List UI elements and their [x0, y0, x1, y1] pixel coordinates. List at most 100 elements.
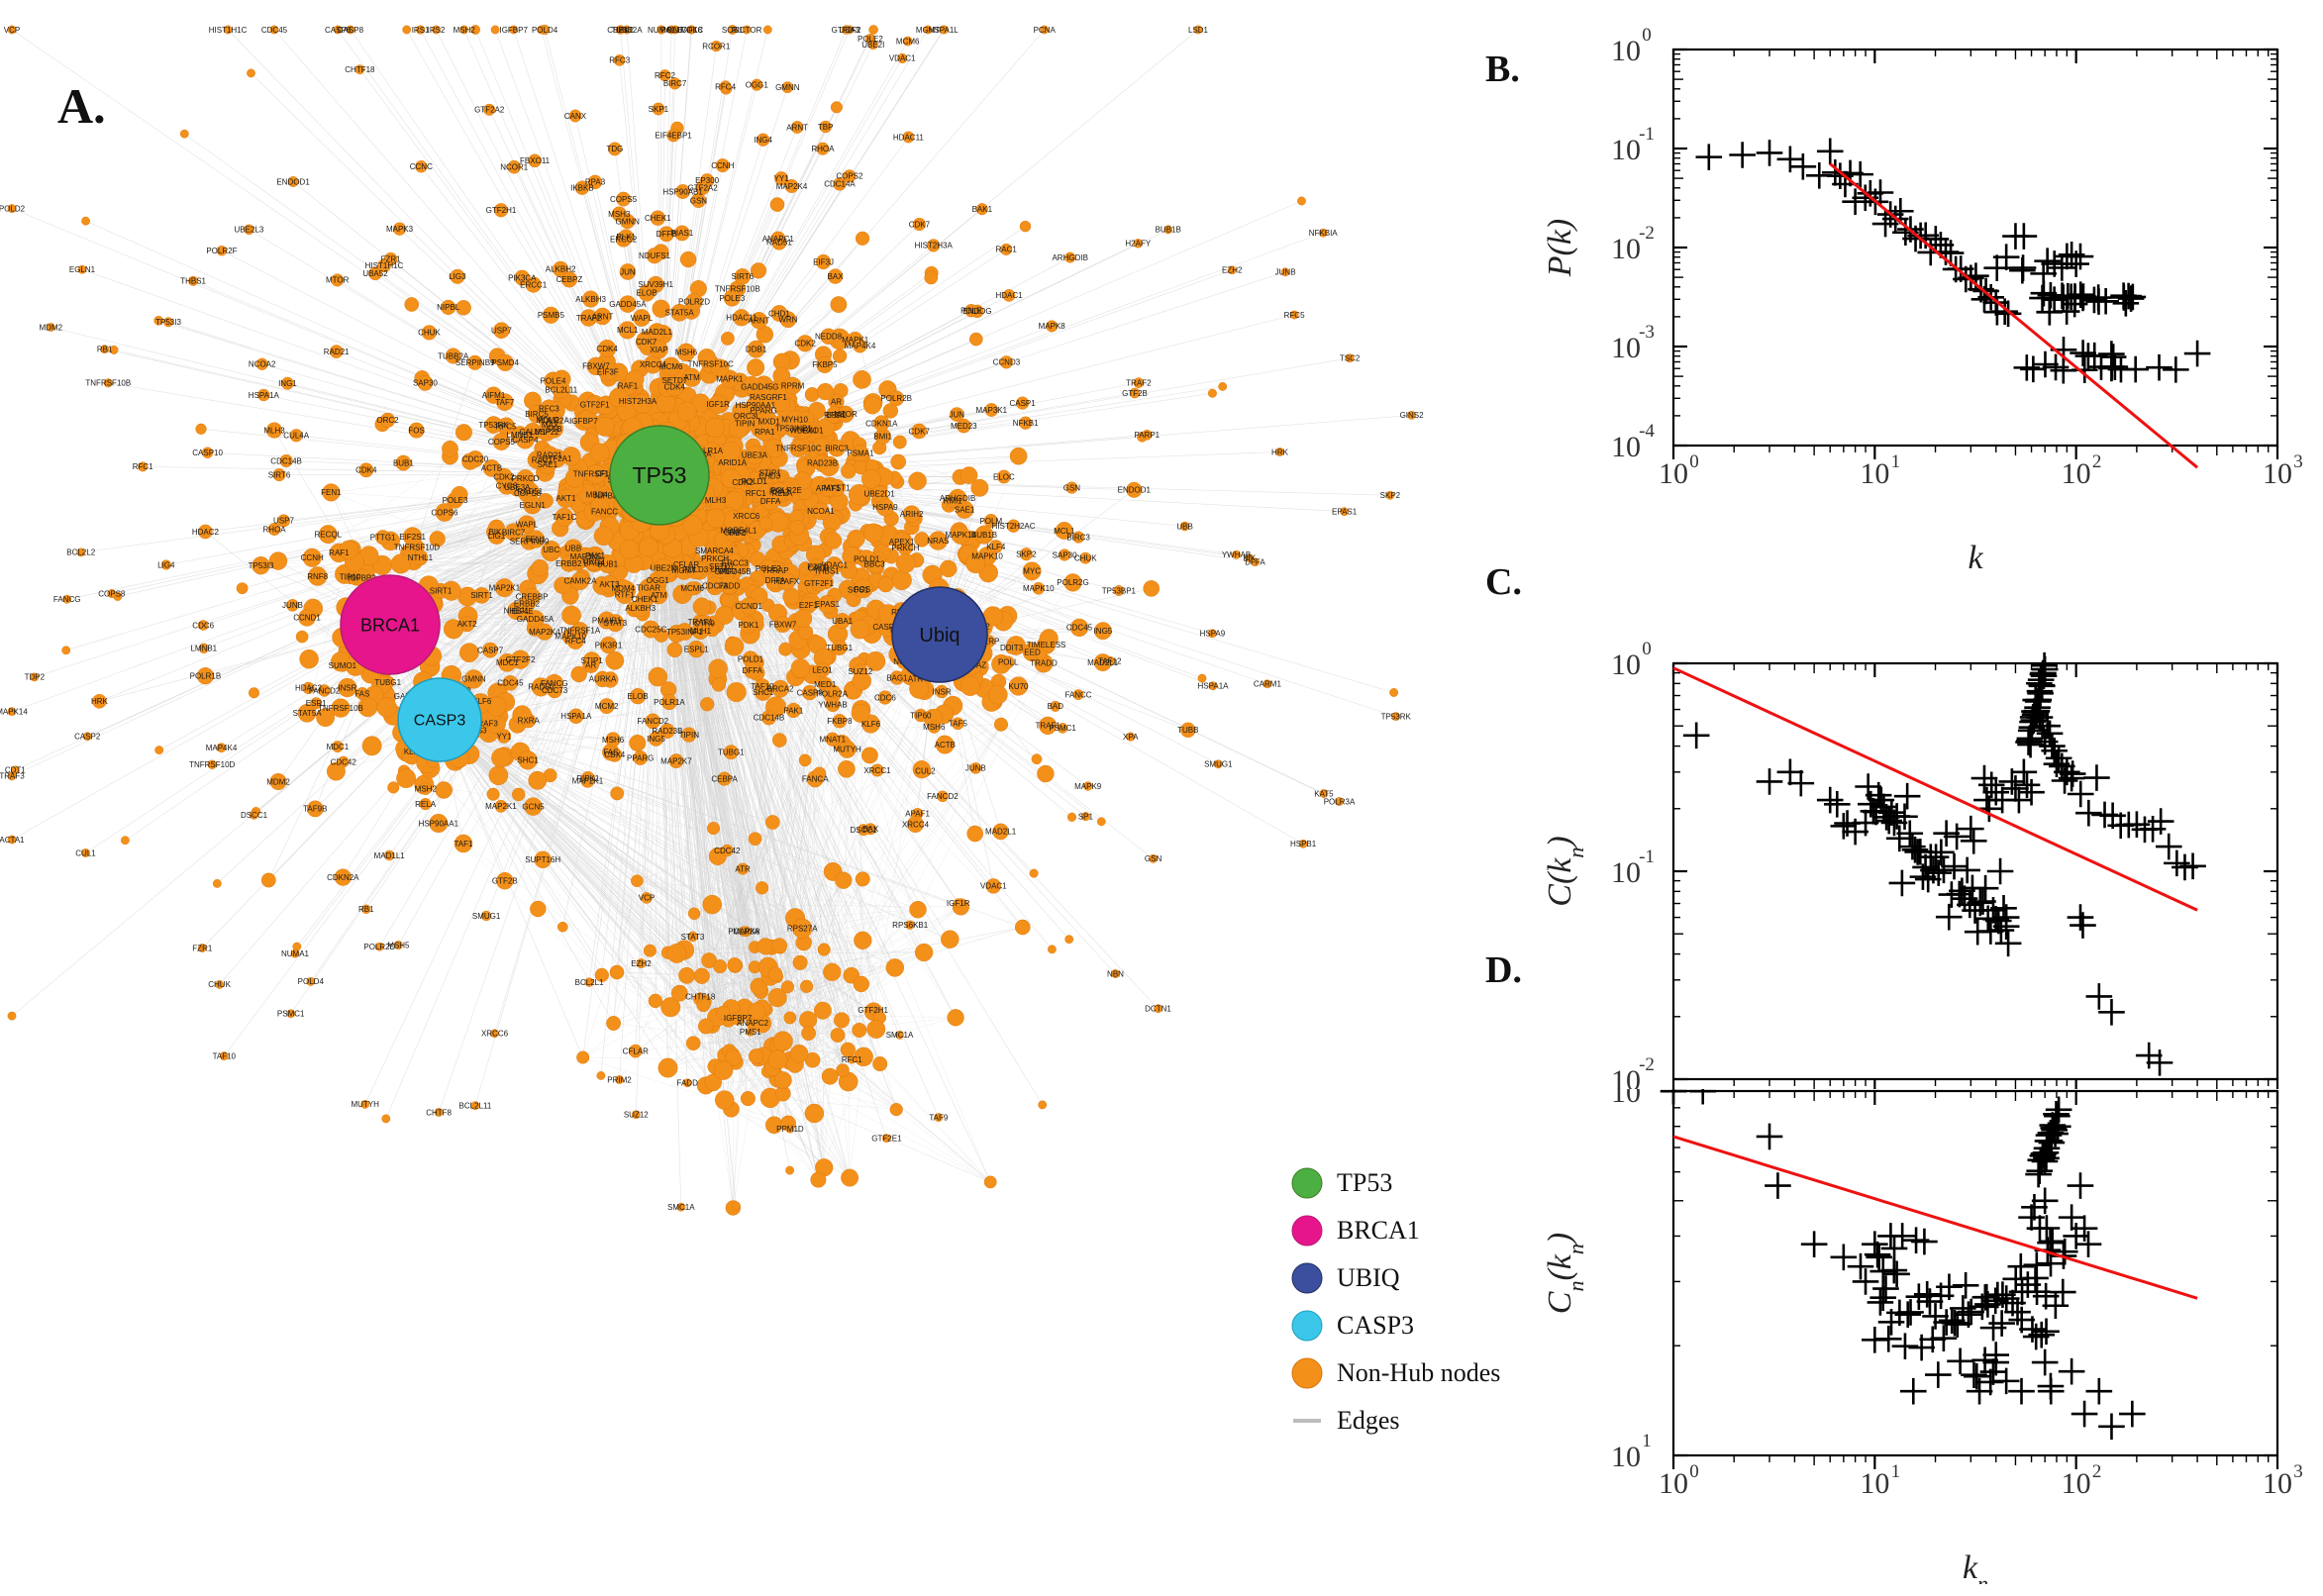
svg-text:ACTB: ACTB	[481, 464, 502, 473]
svg-text:CHTF8: CHTF8	[426, 1108, 452, 1117]
svg-text:ACTA1: ACTA1	[0, 836, 25, 845]
svg-text:GSN: GSN	[1063, 483, 1081, 492]
svg-text:-2: -2	[1639, 1054, 1655, 1075]
svg-text:0: 0	[1689, 1461, 1699, 1482]
svg-text:H2AFY: H2AFY	[1125, 240, 1151, 249]
svg-text:UBA1: UBA1	[832, 617, 853, 626]
svg-text:MAP2K1: MAP2K1	[485, 802, 517, 811]
svg-text:GADD45G: GADD45G	[741, 382, 778, 391]
svg-text:PSMB5: PSMB5	[538, 311, 565, 320]
svg-text:CARM1: CARM1	[1254, 680, 1282, 689]
svg-text:MUTYH: MUTYH	[833, 746, 861, 754]
svg-text:ESPL1: ESPL1	[684, 645, 709, 653]
svg-text:RPRM: RPRM	[781, 382, 805, 391]
svg-text:TNFRSF10B: TNFRSF10B	[715, 285, 760, 294]
svg-text:MYH10: MYH10	[781, 416, 808, 425]
svg-text:MSH5: MSH5	[387, 941, 410, 949]
svg-text:HDAC1: HDAC1	[995, 291, 1023, 300]
svg-text:10: 10	[1659, 1467, 1688, 1500]
svg-text:BCL2L2: BCL2L2	[66, 549, 95, 557]
svg-text:RAF1: RAF1	[618, 382, 639, 391]
svg-text:P(k): P(k)	[1545, 219, 1578, 278]
svg-text:IRS2: IRS2	[428, 26, 446, 35]
svg-text:MDM2: MDM2	[536, 416, 559, 425]
svg-text:CHUK: CHUK	[1074, 554, 1097, 563]
svg-text:CCND3: CCND3	[993, 358, 1021, 367]
svg-text:AURKA: AURKA	[589, 675, 617, 684]
svg-text:GTF2F2: GTF2F2	[832, 26, 861, 35]
svg-text:TNFRSF10D: TNFRSF10D	[189, 760, 235, 769]
svg-text:POLE4: POLE4	[541, 377, 566, 386]
svg-text:GTF2A2: GTF2A2	[474, 106, 505, 115]
svg-text:MAP2K4: MAP2K4	[529, 628, 560, 637]
svg-text:LEO1: LEO1	[812, 665, 833, 674]
svg-text:ORC2: ORC2	[582, 556, 605, 565]
svg-text:TNFRSF10D: TNFRSF10D	[394, 544, 440, 552]
svg-text:AKT1: AKT1	[556, 494, 576, 503]
svg-text:1: 1	[1642, 1431, 1652, 1451]
svg-text:SUPT16H: SUPT16H	[525, 855, 560, 864]
svg-text:MCM6: MCM6	[680, 584, 704, 593]
svg-text:CDKN2A: CDKN2A	[327, 873, 359, 882]
svg-text:BIRC3: BIRC3	[825, 445, 849, 453]
svg-text:TAF10: TAF10	[213, 1051, 237, 1060]
svg-text:RFC3: RFC3	[539, 405, 559, 414]
svg-text:GTF2F2: GTF2F2	[506, 655, 536, 664]
svg-text:DSCC1: DSCC1	[851, 826, 878, 835]
svg-text:SUMO1: SUMO1	[329, 661, 357, 670]
svg-text:MAPK10: MAPK10	[971, 552, 1003, 561]
svg-text:KLF6: KLF6	[861, 720, 881, 729]
svg-text:MCM6: MCM6	[659, 362, 683, 371]
svg-text:-4: -4	[1639, 421, 1655, 442]
svg-text:FBXW7: FBXW7	[769, 620, 797, 629]
svg-text:TRAF1: TRAF1	[1036, 722, 1061, 731]
svg-text:FOS: FOS	[408, 426, 424, 435]
svg-text:NCOA2: NCOA2	[249, 360, 276, 369]
svg-text:CDK4: CDK4	[355, 466, 377, 475]
svg-text:GTF2F1: GTF2F1	[580, 400, 610, 409]
svg-text:CEBPA: CEBPA	[711, 774, 738, 783]
svg-text:AKT2: AKT2	[457, 620, 478, 629]
svg-text:UBIQ: UBIQ	[1337, 1263, 1400, 1292]
svg-text:RFC2: RFC2	[655, 71, 675, 80]
svg-text:ING4: ING4	[754, 136, 772, 145]
svg-text:BCL2L11: BCL2L11	[545, 386, 577, 395]
svg-text:POLR3A: POLR3A	[728, 928, 759, 937]
svg-text:CASP3: CASP3	[1337, 1311, 1414, 1340]
svg-text:kn: kn	[1963, 1549, 1988, 1584]
svg-text:GTF2B: GTF2B	[492, 877, 518, 886]
svg-text:UBC: UBC	[543, 546, 559, 554]
svg-text:BIRC7: BIRC7	[502, 528, 526, 537]
svg-text:CASP1: CASP1	[1009, 399, 1036, 408]
svg-text:PSMD4: PSMD4	[491, 358, 519, 367]
svg-text:TP53INP1: TP53INP1	[666, 628, 703, 637]
svg-text:POLD4: POLD4	[298, 977, 325, 986]
svg-text:POLR1B: POLR1B	[190, 672, 222, 681]
svg-text:PARP1: PARP1	[1134, 431, 1160, 440]
svg-text:RCOR1: RCOR1	[702, 42, 731, 50]
svg-text:POLR3A: POLR3A	[1324, 797, 1356, 806]
svg-text:TRAF2: TRAF2	[576, 314, 602, 323]
svg-text:DSCC1: DSCC1	[241, 811, 268, 820]
svg-text:GTF2F1: GTF2F1	[804, 579, 834, 588]
svg-text:10: 10	[2062, 1467, 2091, 1500]
svg-text:MAPK9: MAPK9	[1074, 782, 1102, 791]
svg-text:CEBPZ: CEBPZ	[556, 275, 583, 284]
svg-text:MTOR: MTOR	[326, 276, 350, 285]
svg-text:FZR1: FZR1	[192, 944, 213, 952]
svg-text:STAT3: STAT3	[681, 933, 705, 942]
svg-text:GTF2B: GTF2B	[1122, 389, 1148, 398]
svg-text:TAF1C: TAF1C	[679, 26, 704, 35]
svg-text:RAD23B: RAD23B	[652, 727, 682, 736]
svg-text:SIRT6: SIRT6	[732, 272, 755, 281]
svg-text:EGLN1: EGLN1	[69, 265, 96, 274]
svg-text:CFLAR: CFLAR	[623, 1047, 649, 1055]
svg-text:GINS2: GINS2	[1400, 411, 1425, 420]
svg-text:CDC42: CDC42	[331, 757, 357, 766]
svg-text:MSH2: MSH2	[454, 26, 476, 35]
svg-text:SKP2: SKP2	[1016, 550, 1037, 559]
svg-text:JUN: JUN	[620, 267, 636, 276]
svg-text:MTOR: MTOR	[834, 410, 858, 419]
svg-text:TP53RK: TP53RK	[478, 421, 509, 430]
svg-text:CUL2: CUL2	[915, 767, 936, 776]
